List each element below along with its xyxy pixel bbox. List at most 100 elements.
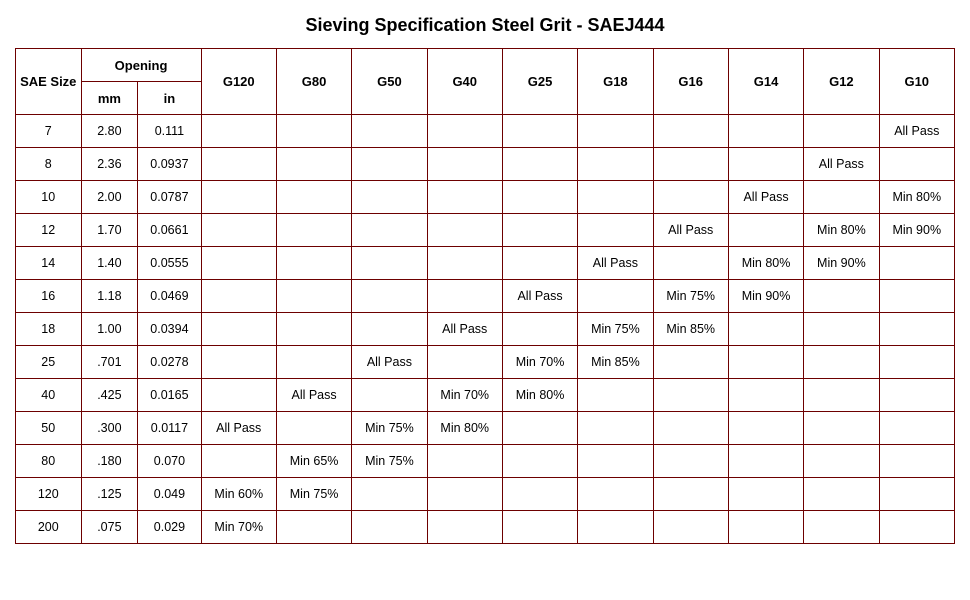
table-row: 141.400.0555All PassMin 80%Min 90% bbox=[16, 247, 955, 280]
cell-value bbox=[728, 478, 803, 511]
cell-sae: 14 bbox=[16, 247, 82, 280]
cell-in: 0.0555 bbox=[138, 247, 201, 280]
cell-value bbox=[578, 181, 653, 214]
cell-sae: 7 bbox=[16, 115, 82, 148]
cell-value bbox=[352, 115, 427, 148]
cell-mm: .425 bbox=[81, 379, 138, 412]
cell-value bbox=[879, 346, 954, 379]
cell-value bbox=[728, 346, 803, 379]
cell-value: All Pass bbox=[578, 247, 653, 280]
cell-sae: 25 bbox=[16, 346, 82, 379]
cell-in: 0.0394 bbox=[138, 313, 201, 346]
cell-value bbox=[276, 115, 351, 148]
cell-value bbox=[427, 214, 502, 247]
cell-value: All Pass bbox=[879, 115, 954, 148]
cell-value bbox=[653, 115, 728, 148]
cell-value bbox=[352, 247, 427, 280]
cell-mm: 2.00 bbox=[81, 181, 138, 214]
table-row: 200.0750.029Min 70% bbox=[16, 511, 955, 544]
cell-value bbox=[804, 445, 879, 478]
cell-value: Min 90% bbox=[879, 214, 954, 247]
cell-value bbox=[427, 445, 502, 478]
cell-in: 0.0469 bbox=[138, 280, 201, 313]
cell-value bbox=[578, 115, 653, 148]
cell-in: 0.0117 bbox=[138, 412, 201, 445]
cell-value: Min 70% bbox=[427, 379, 502, 412]
cell-value bbox=[879, 511, 954, 544]
cell-value bbox=[728, 445, 803, 478]
header-grade: G25 bbox=[502, 49, 577, 115]
cell-value bbox=[502, 214, 577, 247]
cell-value bbox=[804, 511, 879, 544]
cell-value: Min 75% bbox=[352, 445, 427, 478]
cell-value bbox=[352, 511, 427, 544]
cell-value bbox=[201, 148, 276, 181]
cell-value bbox=[427, 115, 502, 148]
cell-in: 0.0661 bbox=[138, 214, 201, 247]
cell-value bbox=[352, 379, 427, 412]
header-grade: G50 bbox=[352, 49, 427, 115]
cell-value bbox=[201, 214, 276, 247]
cell-value bbox=[804, 379, 879, 412]
header-sae: SAE Size bbox=[16, 49, 82, 115]
cell-value bbox=[201, 280, 276, 313]
cell-sae: 10 bbox=[16, 181, 82, 214]
table-row: 50.3000.0117All PassMin 75%Min 80% bbox=[16, 412, 955, 445]
table-row: 80.1800.070Min 65%Min 75% bbox=[16, 445, 955, 478]
cell-mm: .300 bbox=[81, 412, 138, 445]
cell-value bbox=[804, 478, 879, 511]
cell-mm: 1.00 bbox=[81, 313, 138, 346]
cell-value: Min 80% bbox=[879, 181, 954, 214]
header-grade: G18 bbox=[578, 49, 653, 115]
cell-mm: 1.40 bbox=[81, 247, 138, 280]
cell-value bbox=[427, 478, 502, 511]
cell-value bbox=[578, 511, 653, 544]
cell-mm: .180 bbox=[81, 445, 138, 478]
cell-value bbox=[502, 445, 577, 478]
cell-value bbox=[352, 148, 427, 181]
cell-value bbox=[502, 412, 577, 445]
cell-value bbox=[728, 148, 803, 181]
cell-value: Min 90% bbox=[804, 247, 879, 280]
cell-value: Min 75% bbox=[352, 412, 427, 445]
cell-value bbox=[276, 214, 351, 247]
cell-value bbox=[427, 148, 502, 181]
cell-in: 0.0278 bbox=[138, 346, 201, 379]
cell-value bbox=[879, 148, 954, 181]
header-mm: mm bbox=[81, 82, 138, 115]
header-opening: Opening bbox=[81, 49, 201, 82]
cell-value bbox=[804, 313, 879, 346]
table-row: 72.800.111All Pass bbox=[16, 115, 955, 148]
cell-value: Min 70% bbox=[201, 511, 276, 544]
cell-value: Min 90% bbox=[728, 280, 803, 313]
cell-value bbox=[879, 247, 954, 280]
cell-value bbox=[804, 412, 879, 445]
cell-value: All Pass bbox=[804, 148, 879, 181]
cell-value bbox=[804, 346, 879, 379]
cell-value bbox=[427, 181, 502, 214]
cell-value bbox=[728, 412, 803, 445]
cell-value bbox=[804, 181, 879, 214]
cell-value: Min 65% bbox=[276, 445, 351, 478]
cell-value bbox=[276, 412, 351, 445]
cell-value bbox=[502, 115, 577, 148]
cell-value bbox=[728, 214, 803, 247]
header-in: in bbox=[138, 82, 201, 115]
cell-value bbox=[502, 181, 577, 214]
cell-in: 0.0787 bbox=[138, 181, 201, 214]
cell-value: All Pass bbox=[502, 280, 577, 313]
cell-value: Min 75% bbox=[653, 280, 728, 313]
cell-value bbox=[276, 313, 351, 346]
cell-mm: 1.18 bbox=[81, 280, 138, 313]
cell-value bbox=[352, 181, 427, 214]
cell-value bbox=[201, 247, 276, 280]
cell-value bbox=[653, 379, 728, 412]
cell-value bbox=[201, 313, 276, 346]
cell-value bbox=[653, 247, 728, 280]
header-grade: G16 bbox=[653, 49, 728, 115]
cell-sae: 16 bbox=[16, 280, 82, 313]
cell-value bbox=[201, 115, 276, 148]
cell-value bbox=[276, 346, 351, 379]
cell-mm: 2.36 bbox=[81, 148, 138, 181]
cell-value bbox=[653, 181, 728, 214]
